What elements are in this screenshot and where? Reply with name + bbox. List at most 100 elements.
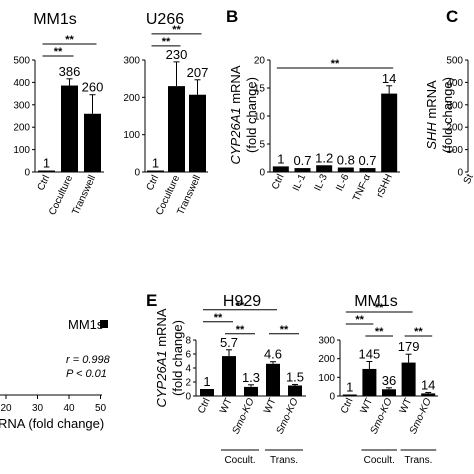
x-category-label: Smo-KO (275, 396, 301, 436)
y-tick-label: 0 (185, 392, 191, 403)
legend-label-mm1s: MM1s (68, 317, 104, 332)
bar (337, 167, 354, 172)
y-tick-label: 100 (446, 145, 463, 156)
group-label: Cocult. (364, 455, 395, 466)
x-category-label: WT (262, 397, 279, 416)
significance-mark: ** (162, 36, 171, 48)
y-tick-label: 0 (24, 168, 30, 179)
x-category-label: Ctrl (196, 397, 213, 416)
data-label: 1 (43, 156, 50, 171)
x-category-label: WT (218, 397, 235, 416)
y-tick-label: 200 (318, 354, 335, 365)
y-tick-label: 8 (185, 336, 191, 347)
y-axis-gene-b: CYP26A1 (228, 107, 243, 164)
significance-mark: ** (280, 324, 289, 336)
significance-mark: ** (375, 302, 384, 314)
chart-title-h929: H929 (223, 293, 261, 310)
bar (362, 368, 377, 396)
y-tick-label: 100 (318, 373, 335, 384)
y-axis-sub-e: (fold change) (170, 320, 185, 396)
x-ticks-d: 20 30 40 50 (0, 395, 106, 414)
bar (61, 85, 78, 172)
x-category-label: IL-3 (313, 172, 330, 193)
y-axis-unit-c: mRNA (424, 80, 439, 119)
bar (84, 113, 101, 172)
chart-panel-b: 0 5 10 15 20 1 Ctrl 0.7 IL-1 1.2 IL-3 0.8 IL-6 0.7 TNF… (254, 56, 400, 203)
y-axis-sub-c: (fold change) (440, 77, 455, 153)
bar (38, 170, 55, 172)
significance-mark: ** (414, 326, 423, 338)
x-axis-title-d: RNA (fold change) (0, 416, 104, 431)
significance-mark: ** (214, 312, 223, 324)
x-category-label: WT (359, 397, 376, 416)
y-tick-label: 200 (123, 93, 140, 104)
y-tick-label: 6 (185, 350, 191, 361)
chart-u266-top: 01002003001Ctrl230Coculture207Transwell*… (123, 24, 208, 217)
bar (359, 168, 376, 172)
data-label: 145 (359, 346, 381, 361)
bar (381, 93, 398, 172)
y-tick-label: 4 (185, 364, 191, 375)
y-axis-unit-b: mRNA (228, 65, 243, 104)
bar (272, 166, 289, 172)
significance-mark: ** (65, 34, 74, 46)
y-axis-gene-c: SHH (424, 122, 439, 150)
data-label: 1.2 (315, 150, 333, 165)
data-label: 207 (187, 65, 209, 80)
y-tick-label: 0 (457, 168, 463, 179)
y-tick-label: 100 (13, 145, 30, 156)
y-tick-label: 500 (446, 56, 463, 67)
significance-mark: ** (355, 314, 364, 326)
bar (168, 86, 185, 172)
y-tick-label: 300 (123, 56, 140, 67)
y-axis-title-b: CYP26A1 mRNA (228, 65, 243, 164)
x-category-label: Ctrl (36, 174, 53, 193)
x-category-label: Ctrl (270, 173, 287, 192)
x-category-label: Ctrl (145, 174, 162, 193)
data-label: 1 (152, 156, 159, 171)
chart-panel-c: 0 100 200 300 400 500 St (446, 56, 474, 186)
y-axis-unit-e: mRNA (154, 308, 169, 347)
significance-mark: ** (331, 58, 340, 70)
group-label: Trans. (270, 455, 298, 466)
data-label: 230 (166, 47, 188, 62)
y-tick-label: 200 (13, 123, 30, 134)
y-tick-label: 2 (185, 378, 191, 389)
bar (244, 386, 258, 396)
group-label: Trans. (404, 455, 432, 466)
bar (200, 389, 214, 396)
y-axis-sub-b: (fold change) (244, 77, 259, 153)
chart-mm1s-top: 01002003004005001Ctrl386Coculture260Tran… (13, 34, 104, 217)
significance-mark: ** (54, 46, 63, 58)
chart-title-mm1s: MM1s (33, 11, 77, 28)
x-category-label: Ctrl (339, 397, 356, 416)
bar (401, 362, 416, 396)
y-tick-label: 20 (254, 56, 266, 67)
y-tick-label: 400 (446, 78, 463, 89)
significance-mark: ** (236, 324, 245, 336)
significance-mark: ** (172, 24, 181, 36)
x-category-label: St (462, 172, 474, 185)
x-category-label: rSHH (375, 173, 395, 200)
x-tick-label: 20 (0, 403, 12, 414)
bar (147, 170, 164, 172)
data-label: 179 (398, 339, 420, 354)
y-tick-label: 0 (329, 392, 335, 403)
chart-title-u266: U266 (146, 11, 184, 28)
x-category-label: Smo-KO (231, 396, 257, 436)
chart-h929: 024681Ctrl5.7WT1.3Smo-KO4.6WT1.5Smo-KOCo… (185, 300, 306, 466)
y-axis-title-c: SHH mRNA (424, 80, 439, 150)
y-tick-label: 100 (123, 130, 140, 141)
bar (266, 363, 280, 396)
y-tick-label: 200 (446, 123, 463, 134)
stat-p: P < 0.01 (66, 368, 107, 380)
chart-mm1s-e: 01002003001Ctrl145WT36Smo-KO179WT14Smo-K… (318, 302, 438, 466)
y-tick-label: 0 (134, 168, 140, 179)
x-category-label: IL-1 (291, 172, 308, 193)
x-tick-label: 30 (32, 403, 44, 414)
bar (294, 168, 311, 172)
significance-mark: ** (375, 326, 384, 338)
data-label: 4.6 (264, 347, 282, 362)
bar (189, 94, 206, 172)
data-label: 386 (59, 64, 81, 79)
